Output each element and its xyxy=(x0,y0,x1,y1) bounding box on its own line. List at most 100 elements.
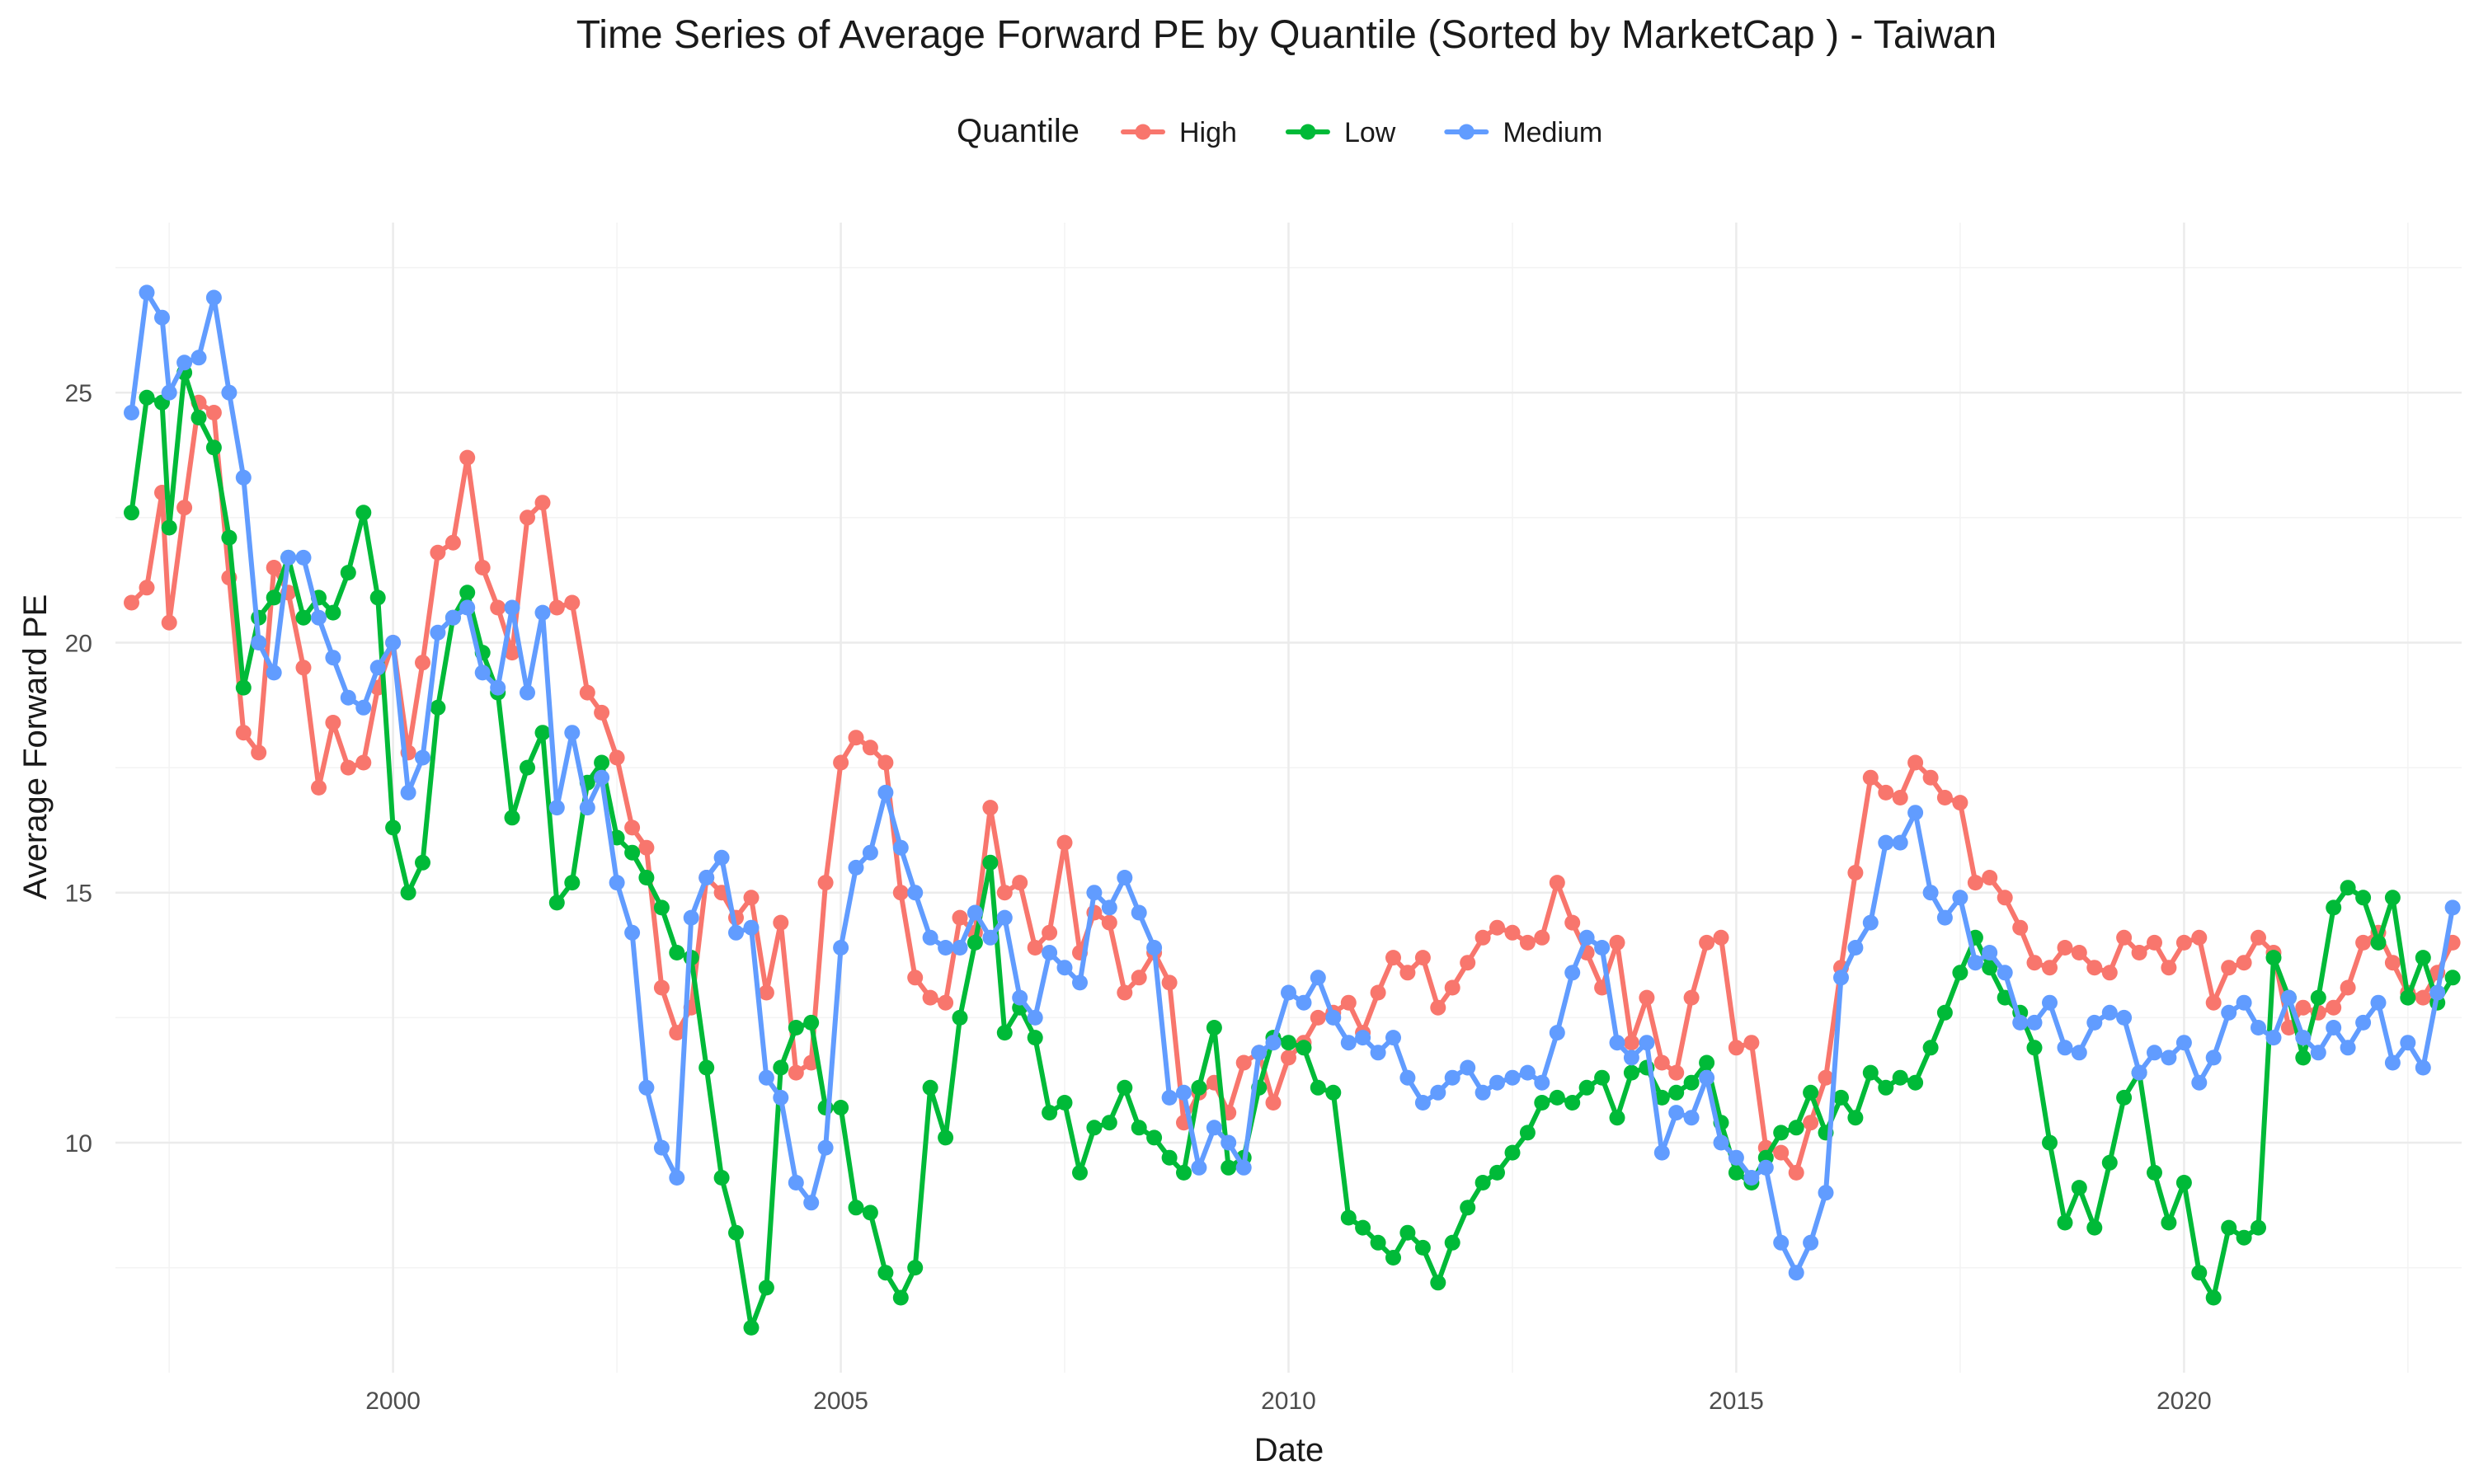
data-point-medium xyxy=(1788,1265,1804,1281)
data-point-high xyxy=(1504,924,1521,941)
data-point-high xyxy=(609,749,625,766)
data-point-high xyxy=(1385,950,1401,966)
data-point-medium xyxy=(1847,940,1864,956)
data-point-low xyxy=(1414,1239,1431,1256)
data-point-medium xyxy=(154,309,170,326)
data-point-medium xyxy=(624,924,641,941)
data-point-medium xyxy=(2415,1059,2431,1076)
data-point-low xyxy=(2071,1180,2087,1196)
x-tick-label: 2015 xyxy=(1709,1388,1764,1415)
data-point-medium xyxy=(548,800,565,816)
data-point-low xyxy=(2086,1219,2103,1236)
data-point-high xyxy=(1699,934,1715,951)
data-point-low xyxy=(2444,970,2461,986)
data-point-high xyxy=(2355,934,2372,951)
data-point-low xyxy=(788,1020,804,1036)
data-point-high xyxy=(1340,994,1357,1011)
data-point-high xyxy=(1743,1035,1760,1051)
data-point-high xyxy=(938,994,954,1011)
data-point-low xyxy=(534,725,551,741)
data-point-low xyxy=(2295,1050,2312,1066)
data-point-medium xyxy=(773,1089,789,1106)
data-point-high xyxy=(1847,865,1864,881)
data-point-medium xyxy=(638,1079,655,1096)
legend-label-medium: Medium xyxy=(1503,117,1602,148)
data-point-high xyxy=(1042,924,1058,941)
data-point-low xyxy=(2191,1265,2208,1281)
data-point-low xyxy=(1206,1020,1222,1036)
data-point-high xyxy=(653,979,670,996)
data-point-low xyxy=(758,1280,774,1296)
data-point-medium xyxy=(205,289,222,306)
data-point-high xyxy=(124,594,139,611)
data-point-low xyxy=(1056,1095,1073,1111)
data-point-low xyxy=(205,439,222,456)
y-tick-label: 20 xyxy=(65,630,92,657)
data-point-low xyxy=(385,819,402,836)
data-point-high xyxy=(758,984,774,1001)
data-point-high xyxy=(1803,1115,1819,1131)
legend-item-high: High xyxy=(1121,117,1237,148)
data-point-medium xyxy=(1296,994,1312,1011)
data-point-medium xyxy=(938,940,954,956)
data-point-low xyxy=(2221,1219,2237,1236)
data-point-high xyxy=(1265,1095,1282,1111)
data-point-high xyxy=(1936,790,1953,805)
data-point-high xyxy=(2384,955,2401,971)
data-point-high xyxy=(1818,1069,1834,1086)
data-point-medium xyxy=(698,870,715,885)
data-point-medium xyxy=(1997,965,2013,981)
data-point-medium xyxy=(1609,1035,1625,1051)
data-point-medium xyxy=(653,1139,670,1156)
data-point-high xyxy=(2415,989,2431,1006)
data-point-medium xyxy=(1027,1009,1043,1026)
data-point-high xyxy=(2131,945,2147,960)
data-point-high xyxy=(669,1025,685,1041)
data-point-low xyxy=(1653,1089,1670,1106)
data-point-low xyxy=(698,1059,715,1076)
data-point-high xyxy=(1728,1040,1744,1056)
data-point-medium xyxy=(564,725,581,741)
data-point-high xyxy=(952,909,968,926)
data-point-medium xyxy=(758,1069,774,1086)
data-point-medium xyxy=(892,839,909,856)
legend-label-low: Low xyxy=(1344,117,1396,148)
data-point-low xyxy=(1564,1095,1581,1111)
data-point-low xyxy=(2370,934,2387,951)
data-point-high xyxy=(1489,919,1505,936)
data-point-high xyxy=(1475,929,1491,946)
data-point-low xyxy=(139,389,155,406)
data-point-high xyxy=(877,754,894,771)
data-point-low xyxy=(2175,1175,2192,1190)
data-point-low xyxy=(1623,1064,1639,1081)
data-point-low xyxy=(1176,1164,1192,1181)
data-point-medium xyxy=(1653,1144,1670,1161)
data-point-medium xyxy=(967,904,983,921)
data-point-low xyxy=(1489,1164,1505,1181)
data-point-high xyxy=(1907,754,1924,771)
data-point-high xyxy=(139,580,155,596)
data-point-medium xyxy=(1982,945,1998,960)
data-point-medium xyxy=(1713,1134,1729,1151)
data-point-low xyxy=(1027,1030,1043,1046)
data-point-medium xyxy=(190,350,207,366)
data-point-high xyxy=(788,1064,804,1081)
data-point-high xyxy=(1623,1035,1639,1051)
data-point-high xyxy=(2251,929,2266,946)
data-point-high xyxy=(2191,929,2208,946)
legend-key-point-low xyxy=(1300,124,1316,140)
data-point-low xyxy=(877,1265,894,1281)
data-point-medium xyxy=(1967,955,1983,971)
data-point-high xyxy=(504,645,520,661)
data-point-low xyxy=(2057,1214,2073,1231)
data-point-high xyxy=(564,594,581,611)
data-point-high xyxy=(2175,934,2192,951)
data-point-medium xyxy=(1728,1149,1744,1166)
data-point-medium xyxy=(1101,899,1117,916)
data-point-medium xyxy=(1892,834,1908,851)
data-point-low xyxy=(2147,1164,2162,1181)
data-point-medium xyxy=(1504,1069,1521,1086)
data-point-high xyxy=(235,725,252,741)
data-point-low xyxy=(355,505,372,521)
